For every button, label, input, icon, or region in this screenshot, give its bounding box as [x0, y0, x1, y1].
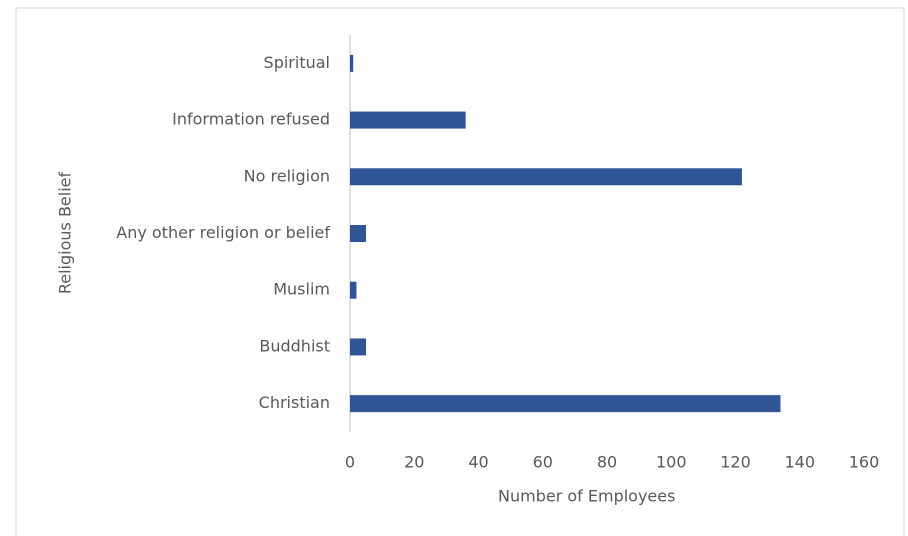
x-tick-label: 20: [404, 453, 424, 472]
x-tick-label: 60: [533, 453, 553, 472]
y-axis-title: Religious Belief: [56, 172, 75, 295]
bar: [350, 54, 354, 72]
x-axis-title: Number of Employees: [498, 487, 675, 506]
bar: [350, 111, 466, 129]
bar: [350, 338, 367, 356]
x-tick-label: 140: [784, 453, 815, 472]
bar: [350, 168, 742, 186]
x-tick-label: 120: [720, 453, 751, 472]
x-tick-label: 100: [656, 453, 687, 472]
chart-frame: [15, 7, 905, 536]
y-tick-label: Spiritual: [264, 53, 330, 72]
x-tick-label: 0: [345, 453, 355, 472]
bar: [350, 395, 781, 413]
y-tick-label: Christian: [259, 393, 330, 412]
y-tick-label: Buddhist: [259, 336, 330, 355]
y-tick-label: No religion: [244, 166, 330, 185]
x-tick-label: 160: [849, 453, 880, 472]
bar: [350, 225, 367, 242]
y-tick-label: Muslim: [273, 280, 330, 299]
x-tick-label: 80: [597, 453, 617, 472]
y-tick-label: Information refused: [172, 110, 330, 129]
x-tick-label: 40: [468, 453, 488, 472]
y-tick-label: Any other religion or belief: [116, 223, 330, 242]
bar: [350, 281, 357, 299]
